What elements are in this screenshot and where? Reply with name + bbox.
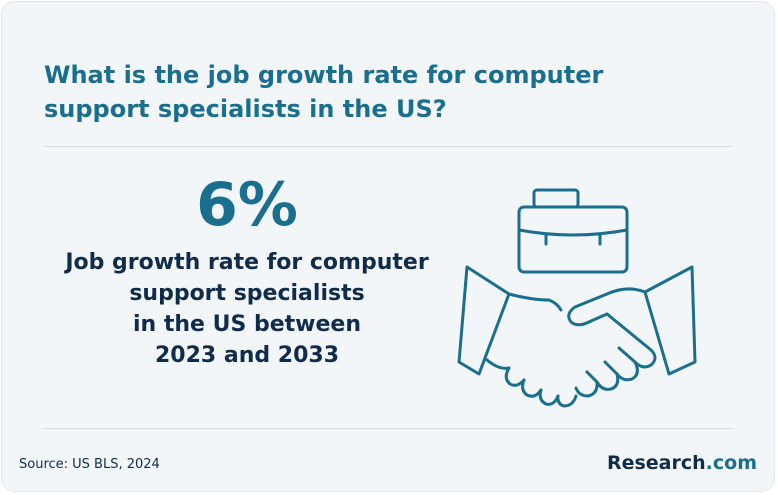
stat-caption-line: support specialists <box>129 281 365 306</box>
business-illustration <box>457 188 697 408</box>
stat-caption-line: Job growth rate for computer <box>65 250 429 275</box>
brand-logo: Research.com <box>607 452 757 474</box>
divider-top <box>44 146 732 147</box>
headline: What is the job growth rate for computer… <box>44 61 604 123</box>
stat-caption-line: 2023 and 2033 <box>154 343 340 368</box>
stat-caption: Job growth rate for computer support spe… <box>47 247 447 371</box>
stat-value: 6% <box>196 170 298 240</box>
source-note: Source: US BLS, 2024 <box>19 457 160 472</box>
stat-caption-line: in the US between <box>132 312 361 337</box>
brand-tld: .com <box>705 452 757 474</box>
handshake-icon <box>457 265 697 408</box>
divider-bottom <box>44 428 732 429</box>
brand-name: Research <box>606 452 706 474</box>
stat-block: 6% Job growth rate for computer support … <box>47 165 447 371</box>
briefcase-icon <box>517 188 629 274</box>
